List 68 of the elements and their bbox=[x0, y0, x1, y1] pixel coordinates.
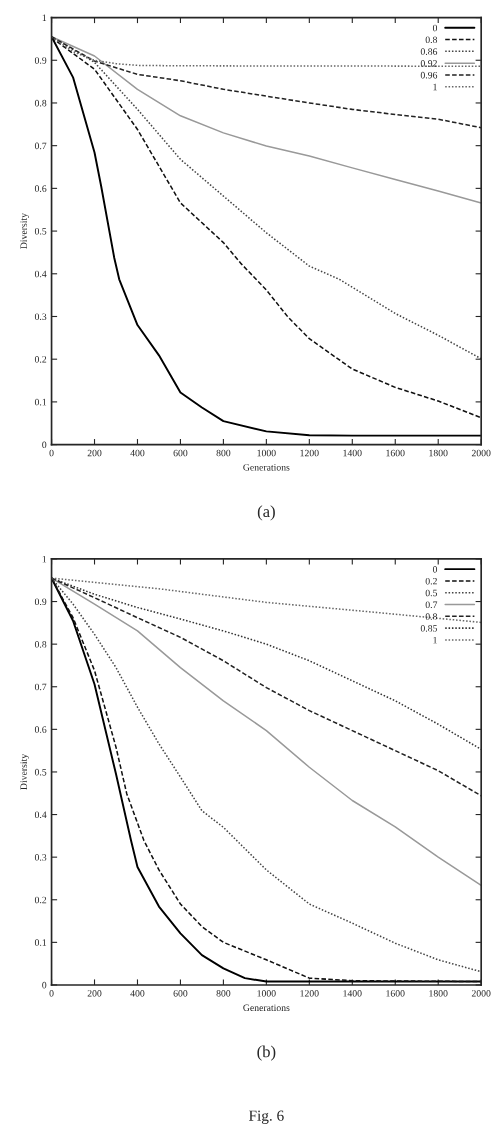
text: (b) bbox=[257, 1045, 276, 1061]
x-tick-label: 400 bbox=[130, 990, 145, 997]
y-tick-label: 0.2 bbox=[34, 356, 47, 363]
text: (a) bbox=[257, 505, 275, 521]
y-tick-label: 0.4 bbox=[34, 270, 47, 278]
legend-label: 0.7 bbox=[425, 601, 438, 609]
legend-label: 0.8 bbox=[425, 613, 438, 620]
legend-label: 0.96 bbox=[420, 71, 438, 79]
x-tick-label: 1400 bbox=[343, 990, 362, 997]
x-axis-title: Generations bbox=[243, 1004, 290, 1012]
caption: Fig. 6 bbox=[248, 1110, 284, 1124]
y-tick-label: 0.4 bbox=[34, 811, 47, 819]
legend-label: 0.8 bbox=[425, 36, 438, 44]
x-tick-label: 1600 bbox=[386, 990, 405, 997]
x-tick-label: 1000 bbox=[257, 449, 276, 457]
y-tick-label: 0 bbox=[42, 981, 47, 989]
y-tick-label: 0 bbox=[42, 441, 47, 449]
legend-label: 0.2 bbox=[425, 577, 437, 585]
y-tick-label: 0.5 bbox=[34, 768, 47, 776]
y-axis-title: Diversity bbox=[20, 213, 29, 249]
y-tick-label: 0.1 bbox=[34, 398, 47, 406]
legend-label: 1 bbox=[433, 636, 437, 644]
x-tick-label: 800 bbox=[216, 990, 231, 997]
x-tick-label: 1000 bbox=[257, 990, 276, 997]
legend-label: 0 bbox=[432, 566, 438, 573]
x-tick-label: 0 bbox=[49, 449, 54, 457]
x-tick-label: 1400 bbox=[343, 449, 362, 457]
line-series bbox=[51, 36, 482, 68]
x-tick-label: 0 bbox=[49, 990, 54, 997]
legend-label: 0.85 bbox=[420, 625, 438, 632]
y-tick-label: 0.7 bbox=[34, 142, 47, 150]
x-tick-label: 2000 bbox=[471, 449, 491, 457]
y-tick-label: 0.2 bbox=[34, 896, 47, 904]
y-tick-label: 0.9 bbox=[34, 57, 47, 64]
x-tick-label: 1200 bbox=[300, 449, 319, 457]
x-tick-label: 1600 bbox=[386, 449, 405, 457]
x-tick-label: 200 bbox=[87, 990, 102, 997]
line-series bbox=[51, 577, 482, 624]
x-tick-label: 1800 bbox=[429, 449, 448, 457]
y-tick-label: 0.3 bbox=[34, 854, 47, 861]
y-tick-label: 0.1 bbox=[34, 939, 47, 946]
y-tick-label: 0.8 bbox=[34, 641, 47, 648]
y-tick-label: 0.5 bbox=[34, 227, 47, 235]
y-tick-label: 0.3 bbox=[34, 313, 47, 320]
x-tick-label: 1200 bbox=[300, 990, 319, 997]
x-axis-title: Generations bbox=[243, 464, 290, 471]
y-tick-label: 1 bbox=[42, 14, 47, 21]
x-tick-label: 1800 bbox=[429, 990, 448, 997]
x-tick-label: 200 bbox=[87, 449, 102, 457]
legend-label: 0 bbox=[432, 24, 438, 32]
y-tick-label: 0.9 bbox=[34, 598, 47, 606]
y-tick-label: 0.6 bbox=[34, 185, 47, 192]
y-axis-title: Diversity bbox=[20, 753, 29, 790]
legend-label: 0.92 bbox=[420, 60, 437, 67]
line-series bbox=[51, 577, 482, 887]
legend-label: 1 bbox=[433, 83, 437, 91]
x-tick-label: 600 bbox=[173, 449, 188, 457]
legend-label: 0.86 bbox=[420, 48, 438, 55]
y-tick-label: 0.8 bbox=[34, 99, 47, 107]
legend-label: 0.5 bbox=[425, 589, 438, 597]
y-tick-label: 1 bbox=[42, 555, 47, 563]
x-tick-label: 800 bbox=[216, 449, 231, 457]
line-series bbox=[51, 36, 482, 204]
y-tick-label: 0.7 bbox=[34, 683, 47, 691]
x-tick-label: 600 bbox=[173, 990, 188, 997]
x-tick-label: 400 bbox=[130, 449, 145, 457]
x-tick-label: 2000 bbox=[471, 990, 491, 997]
y-tick-label: 0.6 bbox=[34, 726, 47, 733]
